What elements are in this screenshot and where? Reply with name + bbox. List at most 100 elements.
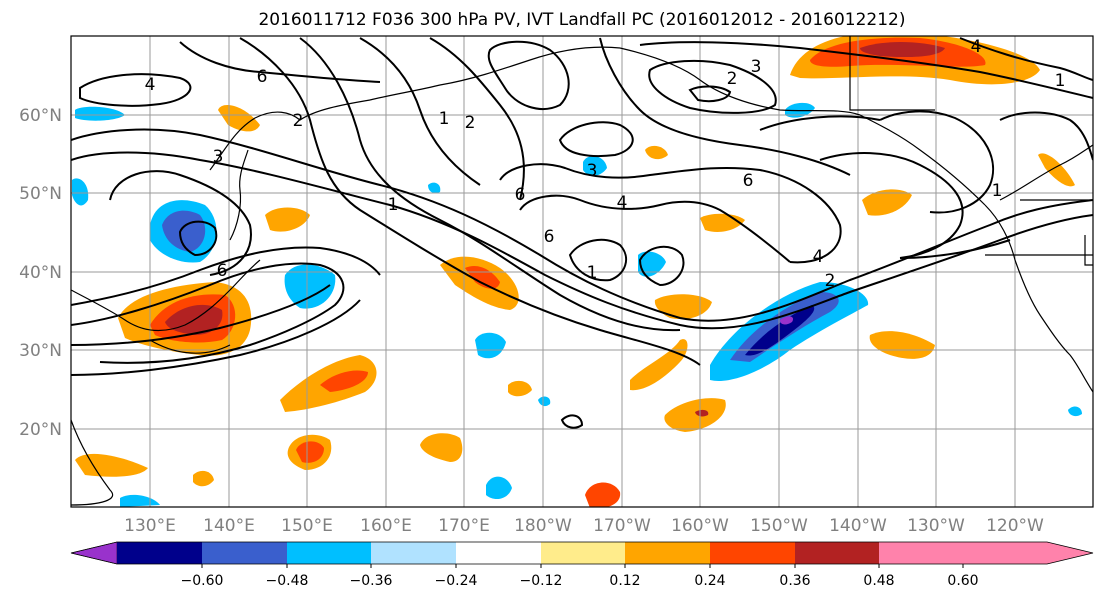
- positive-anomaly-gulf-alaska-max: [860, 42, 945, 58]
- negative-anomaly-east-pacific-max: [780, 316, 794, 325]
- negative-anomaly-128e: [75, 106, 125, 121]
- colorbar-tick-label: 0.36: [779, 573, 810, 589]
- positive-anomaly-135w: [869, 331, 935, 359]
- colorbar-extend-max: [963, 542, 1093, 564]
- positive-anomaly-145e: [265, 207, 310, 232]
- negative-anomaly-180: [583, 156, 607, 176]
- colorbar: −0.60 −0.48 −0.36 −0.24 −0.12 0.12 0.24 …: [70, 541, 1094, 589]
- map-title: 2016011712 F036 300 hPa PV, IVT Landfall…: [258, 10, 905, 30]
- contour-label: 4: [971, 37, 982, 57]
- lon-tick-label: 140°W: [829, 516, 887, 536]
- pv-contours: [71, 37, 1093, 429]
- colorbar-tick-label: 0.60: [947, 573, 978, 589]
- lon-tick-label: 170°E: [438, 516, 490, 536]
- negative-anomaly-120w-south: [1068, 406, 1082, 417]
- colorbar-segment: [202, 542, 287, 564]
- contour-label: 1: [992, 181, 1003, 201]
- colorbar-ticks: [201, 564, 964, 568]
- positive-anomaly-125e: [75, 453, 148, 477]
- lon-tick-label: 180°W: [514, 516, 572, 536]
- colorbar-tick-label: −0.24: [435, 573, 478, 589]
- negative-anomaly-170e-south: [486, 476, 512, 500]
- lon-tick-label: 160°E: [360, 516, 412, 536]
- lon-tick-label: 150°E: [281, 516, 333, 536]
- contour-label: 2: [465, 113, 476, 133]
- lat-tick-label: 60°N: [19, 106, 62, 126]
- negative-anomaly-165w: [428, 182, 441, 194]
- negative-anomaly-165e: [475, 332, 506, 359]
- colorbar-tick-label: −0.48: [266, 573, 309, 589]
- colorbar-segment: [541, 542, 625, 564]
- lon-tick-label: 170°W: [593, 516, 651, 536]
- colorbar-tick-label: 0.48: [863, 573, 894, 589]
- colorbar-segment: [879, 542, 963, 564]
- contour-label: 6: [743, 171, 754, 191]
- colorbar-tick-label: −0.12: [520, 573, 563, 589]
- contour-label: 1: [587, 263, 598, 283]
- positive-anomaly-160w: [654, 294, 712, 320]
- positive-anomaly-coast: [1038, 153, 1075, 187]
- shading-fields: [72, 36, 1082, 507]
- positive-anomaly-150e-south-core: [296, 441, 324, 463]
- lon-tick-label: 140°E: [203, 516, 255, 536]
- contour-label: 1: [1055, 71, 1066, 91]
- lat-tick-label: 30°N: [19, 341, 62, 361]
- lon-tick-label: 160°W: [671, 516, 729, 536]
- negative-anomaly-east-pacific-core: [745, 305, 815, 356]
- map-frame: [70, 35, 1094, 508]
- contour-label: 6: [544, 227, 555, 247]
- contour-label: 2: [293, 111, 304, 131]
- negative-anomaly-165w-south: [538, 396, 551, 407]
- negative-anomaly-175w: [638, 251, 666, 277]
- coastlines: [71, 36, 1093, 506]
- positive-anomaly-135w-north: [862, 189, 912, 216]
- latitude-labels: 60°N 50°N 40°N 30°N 20°N: [19, 106, 62, 440]
- contour-label: 1: [388, 195, 399, 215]
- negative-anomaly-150e: [284, 264, 336, 309]
- positive-anomaly-175e-south: [585, 482, 621, 507]
- contour-label: 1: [439, 109, 450, 129]
- negative-anomaly-125e-mid: [72, 178, 89, 206]
- colorbar-segment: [795, 542, 879, 564]
- colorbar-segment: [710, 542, 795, 564]
- contour-label: 4: [145, 75, 156, 95]
- positive-anomaly-155e-core: [320, 370, 368, 392]
- colorbar-segment: [287, 542, 371, 564]
- contour-label: 2: [727, 69, 738, 89]
- colorbar-segment: [625, 542, 710, 564]
- colorbar-tick-label: 0.24: [694, 573, 725, 589]
- colorbar-segment: [456, 542, 541, 564]
- contour-label: 6: [257, 67, 268, 87]
- contour-label: 2: [825, 271, 836, 291]
- lat-tick-label: 20°N: [19, 420, 62, 440]
- colorbar-tick-label: 0.12: [609, 573, 640, 589]
- contour-label: 3: [587, 161, 598, 181]
- lon-tick-label: 130°E: [124, 516, 176, 536]
- positive-anomaly-hawaii-core: [695, 409, 709, 417]
- colorbar-extend-min: [70, 541, 118, 565]
- contour-label: 3: [751, 57, 762, 77]
- positive-anomaly-hawaii: [664, 398, 726, 432]
- contour-label: 6: [515, 185, 526, 205]
- colorbar-tick-label: −0.60: [181, 573, 224, 589]
- positive-anomaly-165e-south: [508, 380, 532, 397]
- contour-label: 6: [217, 261, 228, 281]
- lon-tick-label: 150°W: [750, 516, 808, 536]
- contour-label: 3: [213, 147, 224, 167]
- positive-anomaly-165w-north: [645, 145, 668, 160]
- colorbar-segment: [117, 542, 202, 564]
- contour-labels: 4 6 2 3 1 2 1 4 3 6 6 6 4 6 1 2 1 4 2 3 …: [145, 37, 1066, 291]
- contour-label: 4: [617, 193, 628, 213]
- lat-tick-label: 50°N: [19, 184, 62, 204]
- positive-anomaly-165e: [420, 433, 463, 462]
- map-area: 4 6 2 3 1 2 1 4 3 6 6 6 4 6 1 2 1 4 2 3 …: [71, 36, 1093, 507]
- colorbar-segment: [371, 542, 456, 564]
- contour-label: 4: [813, 247, 824, 267]
- lat-tick-label: 40°N: [19, 263, 62, 283]
- lon-tick-label: 130°W: [907, 516, 965, 536]
- colorbar-tick-label: −0.36: [350, 573, 393, 589]
- positive-anomaly-140e-south: [193, 470, 214, 487]
- lon-tick-label: 120°W: [986, 516, 1044, 536]
- longitude-labels: 130°E 140°E 150°E 160°E 170°E 180°W 170°…: [124, 516, 1044, 536]
